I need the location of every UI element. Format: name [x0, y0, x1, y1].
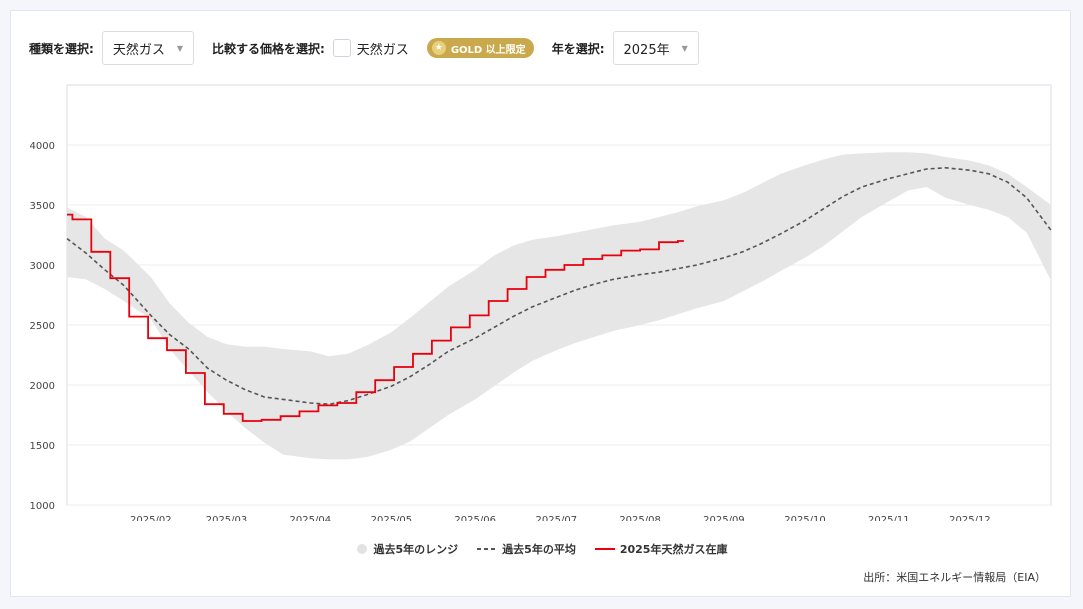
type-select[interactable]: 天然ガス ▼ — [101, 31, 194, 65]
y-tick-label: 2000 — [30, 381, 55, 392]
legend-item-average[interactable]: 過去5年の平均 — [476, 541, 576, 557]
type-select-label: 種類を選択: — [29, 41, 94, 56]
y-tick-label: 2500 — [30, 321, 55, 332]
gold-badge: ★ GOLD 以上限定 — [426, 38, 534, 58]
y-tick-label: 4000 — [30, 141, 55, 152]
x-tick-label: 2025/04 — [290, 515, 332, 521]
year-select[interactable]: 2025年 ▼ — [612, 31, 699, 65]
x-tick-label: 2025/08 — [619, 515, 661, 521]
compare-label: 比較する価格を選択: — [211, 41, 325, 56]
chart-controls: 種類を選択: 天然ガス ▼ 比較する価格を選択: 天然ガス ★ GOLD 以上限… — [29, 31, 699, 65]
x-tick-label: 2025/06 — [454, 515, 496, 521]
x-tick-label: 2025/07 — [536, 515, 578, 521]
legend-swatch-current — [594, 548, 615, 550]
chevron-down-icon: ▼ — [176, 43, 183, 53]
x-tick-label: 2025/03 — [206, 515, 248, 521]
year-select-label: 年を選択: — [551, 41, 605, 56]
y-tick-label: 1500 — [30, 441, 55, 452]
legend-label-range: 過去5年のレンジ — [373, 543, 459, 556]
gold-medal-icon: ★ — [431, 41, 446, 55]
x-tick-label: 2025/12 — [949, 515, 991, 521]
legend-swatch-average — [477, 548, 498, 550]
legend-item-current[interactable]: 2025年天然ガス在庫 — [594, 541, 728, 557]
source-note: 出所：米国エネルギー情報局（EIA） — [863, 571, 1046, 584]
x-tick-label: 2025/02 — [130, 515, 172, 521]
legend-item-range[interactable]: 過去5年のレンジ — [356, 541, 459, 557]
type-select-value: 天然ガス — [112, 42, 165, 58]
chart-card: 種類を選択: 天然ガス ▼ 比較する価格を選択: 天然ガス ★ GOLD 以上限… — [10, 10, 1071, 597]
chevron-down-icon: ▼ — [681, 43, 688, 53]
gold-badge-text: GOLD 以上限定 — [450, 44, 526, 56]
chart-legend: 過去5年のレンジ 過去5年の平均 2025年天然ガス在庫 — [11, 541, 1072, 557]
range-band — [67, 152, 1051, 460]
year-select-value: 2025年 — [623, 42, 670, 58]
legend-label-current: 2025年天然ガス在庫 — [619, 543, 728, 556]
x-tick-label: 2025/09 — [703, 515, 745, 521]
chart-svg: 1000 1500 2000 2500 3000 3500 4000 2025/02 2025/… — [30, 84, 1052, 521]
y-tick-label: 3000 — [30, 261, 55, 272]
legend-swatch-range — [356, 544, 367, 554]
x-tick-label: 2025/05 — [371, 515, 413, 521]
current-year-line — [67, 213, 684, 422]
y-tick-label: 3500 — [30, 201, 55, 212]
compare-checkbox-label: 天然ガス — [356, 42, 409, 58]
x-tick-label: 2025/11 — [868, 515, 910, 521]
x-tick-label: 2025/10 — [784, 515, 826, 521]
legend-label-average: 過去5年の平均 — [502, 543, 576, 556]
y-tick-label: 1000 — [30, 501, 55, 512]
compare-checkbox[interactable] — [332, 39, 351, 57]
